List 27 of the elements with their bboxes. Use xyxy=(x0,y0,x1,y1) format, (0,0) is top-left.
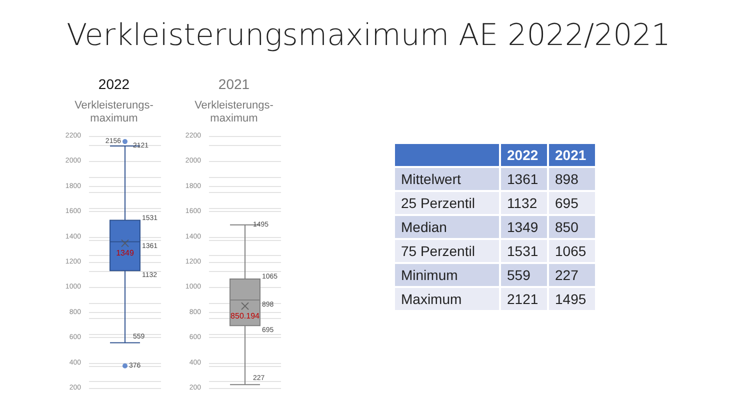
category-label: 75 Perzentil xyxy=(395,240,499,262)
text: Verkleisterungsmaximum AE 2022/2021 xyxy=(66,18,672,53)
chart-subtitle: Verkleisterungs-maximum xyxy=(74,100,154,124)
data-label: 1531 xyxy=(501,240,547,262)
data-label: 227 xyxy=(549,264,595,286)
series-label: 2022 xyxy=(501,144,547,166)
annotation: 1349 xyxy=(116,248,134,258)
category-label: Mittelwert xyxy=(395,168,499,190)
data-label: 2121 xyxy=(501,288,547,310)
category-label: Median xyxy=(395,216,499,238)
annotation: 850.194 xyxy=(230,312,260,321)
category-label: 25 Perzentil xyxy=(395,192,499,214)
category-label: Minimum xyxy=(395,264,499,286)
data-label: 1065 xyxy=(549,240,595,262)
series-label: 2021 xyxy=(549,144,595,166)
chart-subtitle: Verkleisterungs-maximum xyxy=(194,100,274,124)
data-label: 1132 xyxy=(501,192,547,214)
category-label: Maximum xyxy=(395,288,499,310)
data-label: 1495 xyxy=(549,288,595,310)
data-label: 695 xyxy=(549,192,595,214)
data-label: 1349 xyxy=(501,216,547,238)
chart-title: 2021 xyxy=(218,76,250,92)
data-label: 898 xyxy=(549,168,595,190)
data-label: 850 xyxy=(549,216,595,238)
data-label: 1361 xyxy=(501,168,547,190)
data-label: 559 xyxy=(501,264,547,286)
chart-title: 2022 xyxy=(98,76,130,92)
